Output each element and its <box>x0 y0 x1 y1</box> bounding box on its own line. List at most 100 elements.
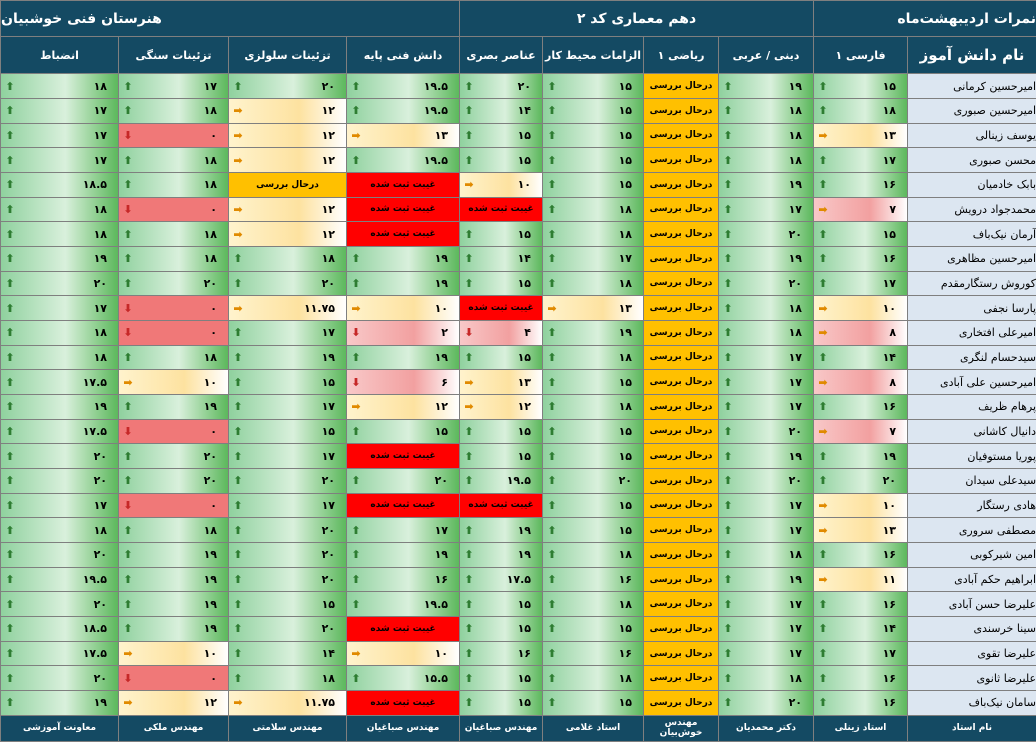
grade-cell[interactable]: درحال بررسی <box>643 295 720 321</box>
grade-cell[interactable]: ⬆ ۱۵ <box>459 616 544 642</box>
grade-cell[interactable]: ➡ ۱۲ <box>118 690 230 716</box>
grade-cell[interactable]: درحال بررسی <box>643 443 720 469</box>
grade-cell[interactable]: ⬆ ۱۹ <box>118 616 230 642</box>
grade-cell[interactable]: غیبت ثبت شده <box>346 492 461 519</box>
grade-cell[interactable]: ⬆ ۲۰ <box>718 418 815 445</box>
grade-cell[interactable]: ⬆ ۲۰ <box>118 467 230 494</box>
grade-cell[interactable]: ⬆ ۱۷ <box>718 196 815 223</box>
grade-cell[interactable]: ⬆ ۱۷ <box>813 640 909 667</box>
grade-cell[interactable]: غیبت ثبت شده <box>346 196 461 223</box>
grade-cell[interactable]: درحال بررسی <box>643 73 720 99</box>
grade-cell[interactable]: ⬆ ۱۸ <box>118 147 230 173</box>
grade-cell[interactable]: ⬆ ۱۹.۵ <box>346 73 461 99</box>
grade-cell[interactable]: ⬆ ۱۸ <box>542 393 645 420</box>
student-name[interactable]: بابک خادمیان <box>907 171 1036 198</box>
student-name[interactable]: آرمان نیک‌باف <box>907 221 1036 247</box>
grade-cell[interactable]: ⬆ ۱۹ <box>118 542 230 568</box>
grade-cell[interactable]: ⬆ ۲۰ <box>0 467 120 494</box>
grade-cell[interactable]: ⬆ ۱۸ <box>718 295 815 321</box>
grade-cell[interactable]: ⬆ ۲۰ <box>718 221 815 247</box>
grade-cell[interactable]: ⬆ ۱۸ <box>118 97 230 124</box>
grade-cell[interactable]: ⬇ ۴ <box>459 319 544 346</box>
grade-cell[interactable]: ⬆ ۱۶ <box>813 591 909 618</box>
grade-cell[interactable]: ⬆ ۱۵ <box>542 171 645 198</box>
grade-cell[interactable]: ⬆ ۱۵ <box>542 517 645 543</box>
grade-cell[interactable]: ⬆ ۲۰ <box>0 665 120 692</box>
grade-cell[interactable]: ⬆ ۱۹.۵ <box>346 591 461 618</box>
grade-cell[interactable]: ⬆ ۱۷ <box>0 295 120 321</box>
grade-cell[interactable]: ⬆ ۱۷ <box>718 393 815 420</box>
grade-cell[interactable]: درحال بررسی <box>643 665 720 692</box>
grade-cell[interactable]: ⬆ ۱۶ <box>542 640 645 667</box>
grade-cell[interactable]: ⬆ ۱۵ <box>542 443 645 469</box>
grade-cell[interactable]: ⬆ ۲۰ <box>346 467 461 494</box>
grade-cell[interactable]: ➡ ۱۲ <box>459 393 544 420</box>
grade-cell[interactable]: ⬆ ۲۰ <box>228 270 348 297</box>
grade-cell[interactable]: ⬆ ۱۸ <box>118 221 230 247</box>
grade-cell[interactable]: ⬇ ۰ <box>118 295 230 321</box>
grade-cell[interactable]: درحال بررسی <box>643 591 720 618</box>
grade-cell[interactable]: ⬆ ۱۵.۵ <box>346 665 461 692</box>
grade-cell[interactable]: ⬆ ۲۰ <box>718 270 815 297</box>
grade-cell[interactable]: ⬆ ۱۸ <box>118 245 230 272</box>
grade-cell[interactable]: ⬇ ۰ <box>118 196 230 223</box>
grade-cell[interactable]: ⬆ ۱۶ <box>542 566 645 593</box>
grade-cell[interactable]: ⬆ ۱۹ <box>542 319 645 346</box>
grade-cell[interactable]: ➡ ۱۰ <box>118 640 230 667</box>
grade-cell[interactable]: ⬆ ۱۹.۵ <box>0 566 120 593</box>
grade-cell[interactable]: ⬆ ۱۸.۵ <box>0 616 120 642</box>
grade-cell[interactable]: درحال بررسی <box>643 467 720 494</box>
grade-cell[interactable]: درحال بررسی <box>643 221 720 247</box>
grade-cell[interactable]: ⬆ ۱۷ <box>228 393 348 420</box>
grade-cell[interactable]: ⬆ ۱۷ <box>0 492 120 519</box>
student-name[interactable]: هادی رستگار <box>907 492 1036 519</box>
grade-cell[interactable]: ⬆ ۱۵ <box>542 492 645 519</box>
student-name[interactable]: امیرحسین علی آبادی <box>907 369 1036 395</box>
grade-cell[interactable]: درحال بررسی <box>643 245 720 272</box>
grade-cell[interactable]: ⬆ ۱۸ <box>718 122 815 149</box>
grade-cell[interactable]: ⬆ ۱۷ <box>718 640 815 667</box>
grade-cell[interactable]: ⬆ ۱۷ <box>813 147 909 173</box>
grade-cell[interactable]: غیبت ثبت شده <box>459 492 544 519</box>
student-name[interactable]: ابراهیم حکم آبادی <box>907 566 1036 593</box>
grade-cell[interactable]: ⬆ ۱۸ <box>542 542 645 568</box>
grade-cell[interactable]: ➡ ۱۰ <box>813 295 909 321</box>
grade-cell[interactable]: ⬆ ۲۰ <box>0 542 120 568</box>
grade-cell[interactable]: ⬆ ۱۷ <box>0 97 120 124</box>
grade-cell[interactable]: ⬆ ۱۸ <box>118 344 230 371</box>
grade-cell[interactable]: ➡ ۸ <box>813 369 909 395</box>
grade-cell[interactable]: درحال بررسی <box>643 97 720 124</box>
grade-cell[interactable]: ⬆ ۱۸ <box>228 665 348 692</box>
grade-cell[interactable]: ⬆ ۱۵ <box>459 221 544 247</box>
grade-cell[interactable]: ➡ ۱۲ <box>228 97 348 124</box>
grade-cell[interactable]: ⬆ ۲۰ <box>0 270 120 297</box>
student-name[interactable]: پارسا نجفی <box>907 295 1036 321</box>
grade-cell[interactable]: ⬆ ۲۰ <box>718 690 815 716</box>
grade-cell[interactable]: درحال بررسی <box>643 616 720 642</box>
grade-cell[interactable]: ➡ ۱۲ <box>228 147 348 173</box>
grade-cell[interactable]: ⬆ ۱۷ <box>718 492 815 519</box>
grade-cell[interactable]: ⬆ ۱۷ <box>228 492 348 519</box>
grade-cell[interactable]: ➡ ۸ <box>813 319 909 346</box>
student-name[interactable]: سامان نیک‌باف <box>907 690 1036 716</box>
grade-cell[interactable]: ⬆ ۱۷ <box>0 122 120 149</box>
grade-cell[interactable]: ⬆ ۱۶ <box>813 665 909 692</box>
grade-cell[interactable]: ⬆ ۱۹ <box>718 171 815 198</box>
grade-cell[interactable]: ⬆ ۱۵ <box>459 122 544 149</box>
grade-cell[interactable]: ⬆ ۱۶ <box>813 245 909 272</box>
grade-cell[interactable]: درحال بررسی <box>643 542 720 568</box>
grade-cell[interactable]: ⬆ ۱۸ <box>0 344 120 371</box>
grade-cell[interactable]: ⬆ ۱۵ <box>542 147 645 173</box>
grade-cell[interactable]: ⬆ ۲۰ <box>228 542 348 568</box>
grade-cell[interactable]: ⬆ ۱۸ <box>542 344 645 371</box>
grade-cell[interactable]: ⬆ ۱۷ <box>228 319 348 346</box>
grade-cell[interactable]: ➡ ۱۲ <box>228 221 348 247</box>
grade-cell[interactable]: ⬆ ۱۵ <box>228 418 348 445</box>
grade-cell[interactable]: ⬆ ۲۰ <box>228 73 348 99</box>
student-name[interactable]: امیرعلی افتخاری <box>907 319 1036 346</box>
grade-cell[interactable]: ⬆ ۱۸ <box>718 319 815 346</box>
grade-cell[interactable]: ⬆ ۱۷.۵ <box>0 418 120 445</box>
grade-cell[interactable]: ⬆ ۱۷ <box>718 369 815 395</box>
grade-cell[interactable]: ⬆ ۱۸ <box>542 196 645 223</box>
student-name[interactable]: مصطفی سروری <box>907 517 1036 543</box>
